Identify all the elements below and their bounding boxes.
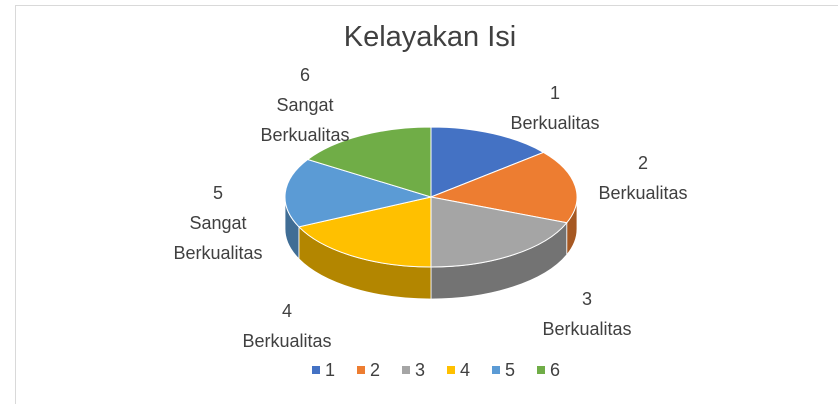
pie-slice	[429, 151, 578, 224]
data-label-category: 3	[581, 289, 592, 309]
legend-label: 1	[325, 360, 335, 380]
legend-swatch	[312, 366, 320, 374]
legend-label: 3	[415, 360, 425, 380]
legend-label: 2	[370, 360, 380, 380]
pie-slice	[430, 196, 568, 268]
pie-tops	[284, 126, 578, 268]
legend-swatch	[402, 366, 410, 374]
data-label-category: 2	[637, 153, 648, 173]
data-label: Berkualitas	[598, 183, 688, 203]
legend-label: 4	[460, 360, 470, 380]
data-label: Sangat Berkualitas	[260, 95, 350, 145]
pie-slice	[430, 126, 545, 198]
data-label: Berkualitas	[510, 113, 600, 133]
pie-slice	[284, 158, 433, 228]
data-label-category: 5	[212, 183, 223, 203]
pie-slice	[297, 196, 432, 268]
data-label: Berkualitas	[242, 331, 332, 351]
data-label-category: 4	[281, 301, 292, 321]
chart-title: Kelayakan Isi	[344, 21, 517, 53]
legend-swatch	[447, 366, 455, 374]
legend-swatch	[537, 366, 545, 374]
pie-slice	[306, 126, 432, 198]
legend-label: 6	[550, 360, 560, 380]
data-label: Sangat Berkualitas	[173, 213, 263, 263]
legend-label: 5	[505, 360, 515, 380]
legend-swatch	[357, 366, 365, 374]
data-label-category: 6	[299, 65, 310, 85]
data-label: Berkualitas	[542, 319, 632, 339]
data-label-category: 1	[549, 83, 560, 103]
legend-swatch	[492, 366, 500, 374]
